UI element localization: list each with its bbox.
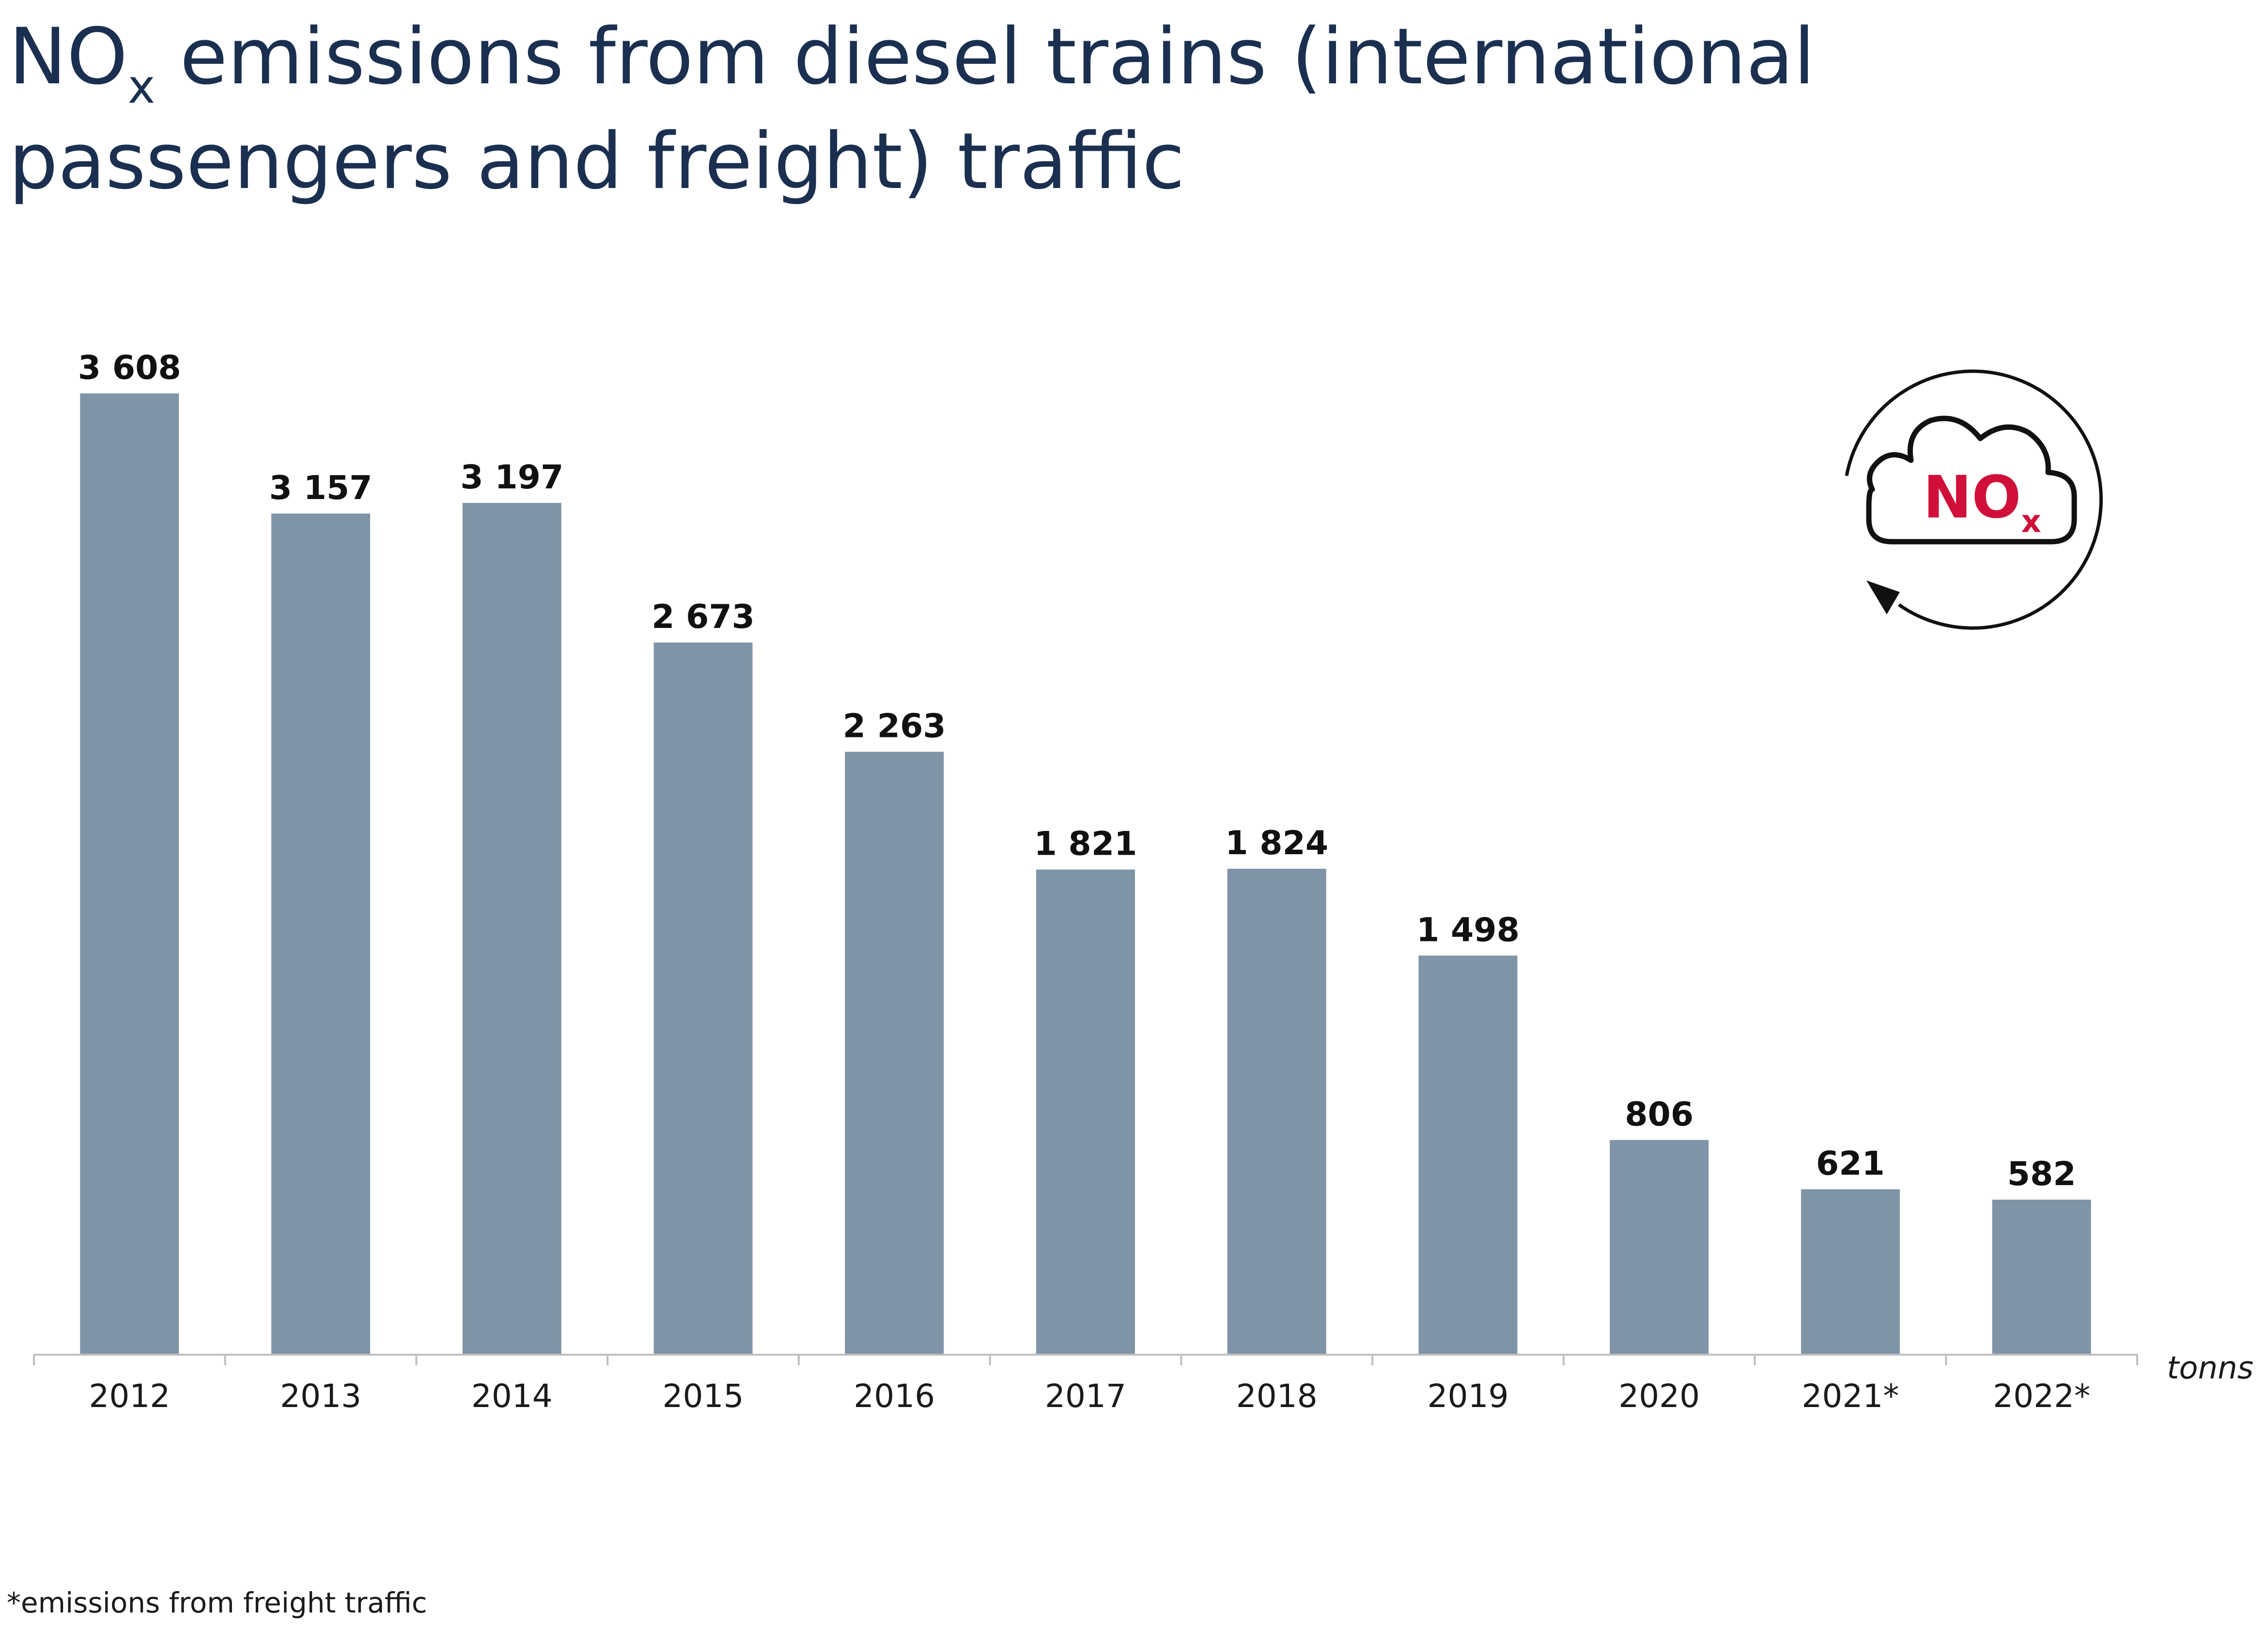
nox-icon-text: NOx xyxy=(1923,464,2041,540)
value-labels-group: 3 608 3 157 3 197 2 673 2 263 1 821 1 824 1 498… xyxy=(78,349,2076,1193)
tick-label-2022-star: 2022* xyxy=(1993,1377,2090,1415)
value-label-2017: 1 821 xyxy=(1034,825,1137,863)
cloud-icon xyxy=(1866,416,2077,545)
bar-2015 xyxy=(653,642,753,1355)
unit-label: tonns xyxy=(2167,1350,2253,1386)
value-label-2016: 2 263 xyxy=(843,707,946,746)
tick-label-2019: 2019 xyxy=(1427,1377,1508,1415)
bar-2014 xyxy=(462,503,561,1355)
tick-label-2020: 2020 xyxy=(1618,1377,1700,1415)
tick-label-2015: 2015 xyxy=(663,1377,744,1415)
nox-cloud-cycle-icon: NOx xyxy=(1845,369,2103,630)
cycle-arrowhead-icon xyxy=(1866,580,1900,614)
value-label-2014: 3 197 xyxy=(460,458,563,497)
value-label-2020: 806 xyxy=(1625,1095,1693,1134)
bar-2017 xyxy=(1036,869,1135,1355)
value-label-2019: 1 498 xyxy=(1416,911,1520,949)
tick-label-2017: 2017 xyxy=(1045,1377,1126,1415)
bars-group xyxy=(80,393,2091,1355)
bar-2022-star xyxy=(1992,1199,2091,1355)
value-label-2013: 3 157 xyxy=(269,469,373,507)
tick-label-2012: 2012 xyxy=(89,1377,170,1415)
tick-label-2016: 2016 xyxy=(854,1377,935,1415)
bar-2021-star xyxy=(1801,1189,1900,1355)
chart-title: NOx emissions from diesel trains (intern… xyxy=(9,11,1815,206)
value-label-2015: 2 673 xyxy=(652,598,755,636)
bar-2012 xyxy=(80,393,179,1355)
footnote: *emissions from freight traffic xyxy=(7,1586,427,1619)
value-label-2022-star: 582 xyxy=(2007,1155,2076,1193)
x-axis-tick-labels: 2012 2013 2014 2015 2016 2017 2018 2019 2020 2021… xyxy=(89,1377,2090,1415)
bar-2019 xyxy=(1418,955,1518,1355)
tick-label-2018: 2018 xyxy=(1236,1377,1318,1415)
cycle-arc xyxy=(1845,369,2103,630)
tick-label-2021-star: 2021* xyxy=(1802,1377,1899,1415)
value-label-2012: 3 608 xyxy=(78,349,181,387)
value-label-2021-star: 621 xyxy=(1816,1145,1885,1183)
value-label-2018: 1 824 xyxy=(1225,824,1328,862)
title-line-2: passengers and freight) traffic xyxy=(9,116,1185,206)
bar-2018 xyxy=(1227,869,1326,1355)
x-axis-ticks xyxy=(33,1355,2138,1365)
bar-2013 xyxy=(271,514,371,1355)
tick-label-2014: 2014 xyxy=(471,1377,553,1415)
bar-2020 xyxy=(1610,1140,1709,1355)
bar-2016 xyxy=(845,751,944,1355)
tick-label-2013: 2013 xyxy=(280,1377,361,1415)
title-line-1: NOx emissions from diesel trains (intern… xyxy=(9,11,1815,114)
